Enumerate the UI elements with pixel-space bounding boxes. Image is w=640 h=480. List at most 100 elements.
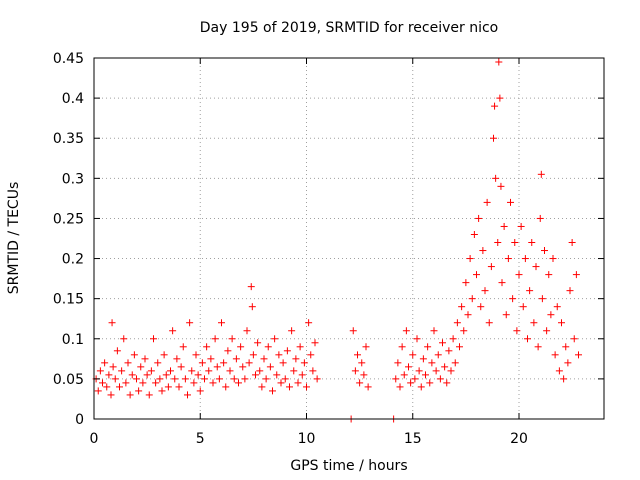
data-point — [235, 379, 242, 387]
data-point — [196, 387, 204, 395]
data-point — [298, 371, 306, 379]
data-point — [305, 319, 313, 327]
data-point — [215, 375, 223, 383]
tick-labels: 0 5 10 15 20 0 0.05 0.1 0.15 0.2 0.25 0.3 0.35 0.4 0.4… — [53, 51, 528, 447]
data-point — [275, 351, 283, 359]
y-axis-label: SRMTID / TECUs — [6, 182, 22, 295]
data-point — [360, 371, 368, 379]
data-point — [273, 371, 281, 379]
data-point — [351, 367, 359, 375]
y-tick-label: 0.05 — [53, 372, 84, 388]
data-point — [560, 375, 568, 383]
data-point — [417, 383, 425, 391]
data-point — [205, 367, 213, 375]
axis-ticks — [93, 57, 604, 420]
data-point — [428, 359, 436, 367]
data-point — [568, 239, 576, 247]
data-point — [154, 359, 162, 367]
data-point — [126, 391, 134, 399]
data-point — [152, 379, 160, 387]
data-point — [247, 283, 255, 291]
data-point — [143, 371, 151, 379]
data-point — [177, 363, 185, 371]
data-point — [303, 383, 310, 391]
data-point — [398, 343, 406, 351]
data-point — [430, 327, 438, 335]
data-point — [245, 359, 253, 367]
data-point — [99, 379, 106, 387]
data-point — [120, 335, 128, 343]
data-point — [424, 343, 432, 351]
data-point — [515, 271, 523, 279]
data-point — [498, 279, 506, 287]
data-point — [481, 287, 489, 295]
y-tick-label: 0.3 — [62, 171, 84, 187]
x-tick-label: 5 — [196, 431, 205, 447]
data-point — [490, 134, 497, 142]
data-point — [264, 343, 272, 351]
data-point — [198, 359, 206, 367]
data-point — [513, 327, 521, 335]
data-point — [311, 339, 319, 347]
data-point — [436, 375, 444, 383]
data-point — [201, 375, 208, 383]
data-point — [248, 303, 256, 311]
data-point — [122, 379, 130, 387]
data-point — [137, 363, 145, 371]
data-point — [279, 359, 287, 367]
data-point — [545, 271, 553, 279]
data-point — [502, 311, 510, 319]
data-point — [135, 387, 143, 395]
data-point — [260, 355, 268, 363]
data-point — [218, 319, 225, 327]
y-tick-label: 0.35 — [53, 131, 84, 147]
data-point — [109, 363, 117, 371]
data-point — [451, 359, 459, 367]
data-point — [203, 343, 211, 351]
data-point — [277, 379, 285, 387]
data-point — [194, 371, 202, 379]
data-point — [466, 255, 474, 263]
data-point — [494, 239, 502, 247]
data-point — [226, 367, 234, 375]
data-point — [173, 355, 181, 363]
data-point — [511, 239, 519, 247]
data-point — [232, 355, 240, 363]
data-point — [407, 379, 415, 387]
data-point — [150, 335, 157, 343]
data-point — [262, 375, 270, 383]
data-point — [96, 367, 104, 375]
data-point — [517, 222, 525, 230]
data-point — [192, 351, 200, 359]
data-point — [483, 198, 491, 206]
data-point — [162, 371, 170, 379]
data-point — [364, 383, 372, 391]
data-point — [241, 375, 249, 383]
data-point — [443, 379, 451, 387]
data-point — [460, 327, 468, 335]
data-point — [111, 375, 119, 383]
data-point — [521, 255, 529, 263]
data-point — [103, 383, 111, 391]
y-tick-label: 0.15 — [53, 292, 84, 308]
data-point — [504, 255, 512, 263]
data-point — [543, 327, 551, 335]
data-point — [422, 371, 429, 379]
data-point — [288, 327, 296, 335]
data-point — [269, 387, 276, 395]
data-point — [519, 303, 527, 311]
data-point — [409, 351, 417, 359]
data-point — [547, 311, 555, 319]
data-point — [266, 363, 274, 371]
data-point — [553, 303, 561, 311]
data-point — [400, 371, 408, 379]
data-point — [509, 295, 517, 303]
y-tick-label: 0.1 — [62, 332, 84, 348]
data-point — [500, 222, 508, 230]
data-point — [128, 371, 136, 379]
data-point — [396, 383, 404, 391]
data-point — [271, 335, 279, 343]
data-point — [254, 339, 262, 347]
x-tick-label: 15 — [404, 431, 422, 447]
